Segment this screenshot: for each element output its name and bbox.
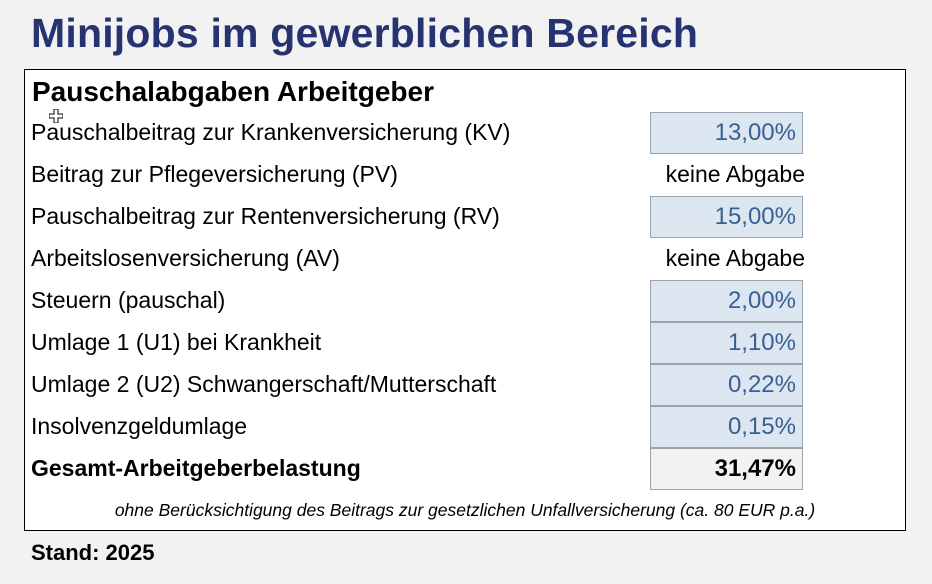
value-cell-insolvenzgeld[interactable]: 0,15%: [650, 406, 803, 448]
contribution-panel: Pauschalabgaben Arbeitgeber Pauschalbeit…: [24, 69, 906, 531]
value-cell-u2[interactable]: 0,22%: [650, 364, 803, 406]
cell-select-cross-icon: [49, 109, 63, 123]
row-label-kv: Pauschalbeitrag zur Krankenversicherung …: [31, 119, 511, 145]
row-label-steuern: Steuern (pauschal): [31, 287, 226, 313]
row-kv: Pauschalbeitrag zur Krankenversicherung …: [25, 112, 905, 154]
value-text-av: keine Abgabe: [665, 245, 805, 271]
row-label-insolvenzgeld: Insolvenzgeldumlage: [31, 413, 248, 439]
row-total: Gesamt-Arbeitgeberbelastung 31,47%: [25, 448, 905, 490]
row-label-av: Arbeitslosenversicherung (AV): [31, 245, 340, 271]
section-title: Pauschalabgaben Arbeitgeber: [32, 76, 434, 107]
page-title: Minijobs im gewerblichen Bereich: [31, 10, 699, 56]
value-cell-u1[interactable]: 1,10%: [650, 322, 803, 364]
row-u1: Umlage 1 (U1) bei Krankheit 1,10%: [25, 322, 905, 364]
stand-label: Stand: 2025: [31, 540, 155, 565]
footnote: ohne Berücksichtigung des Beitrags zur g…: [114, 500, 816, 520]
value-text-pv: keine Abgabe: [665, 161, 805, 187]
total-label: Gesamt-Arbeitgeberbelastung: [31, 455, 361, 481]
row-u2: Umlage 2 (U2) Schwangerschaft/Mutterscha…: [25, 364, 905, 406]
row-pv: Beitrag zur Pflegeversicherung (PV) kein…: [25, 154, 905, 196]
value-cell-rv[interactable]: 15,00%: [650, 196, 803, 238]
row-label-u2: Umlage 2 (U2) Schwangerschaft/Mutterscha…: [31, 371, 497, 397]
row-steuern: Steuern (pauschal) 2,00%: [25, 280, 905, 322]
row-label-u1: Umlage 1 (U1) bei Krankheit: [31, 329, 322, 355]
total-value-cell[interactable]: 31,47%: [650, 448, 803, 490]
row-insolvenzgeld: Insolvenzgeldumlage 0,15%: [25, 406, 905, 448]
row-av: Arbeitslosenversicherung (AV) keine Abga…: [25, 238, 905, 280]
value-cell-steuern[interactable]: 2,00%: [650, 280, 803, 322]
row-rv: Pauschalbeitrag zur Rentenversicherung (…: [25, 196, 905, 238]
row-label-rv: Pauschalbeitrag zur Rentenversicherung (…: [31, 203, 500, 229]
row-label-pv: Beitrag zur Pflegeversicherung (PV): [31, 161, 398, 187]
value-cell-kv[interactable]: 13,00%: [650, 112, 803, 154]
